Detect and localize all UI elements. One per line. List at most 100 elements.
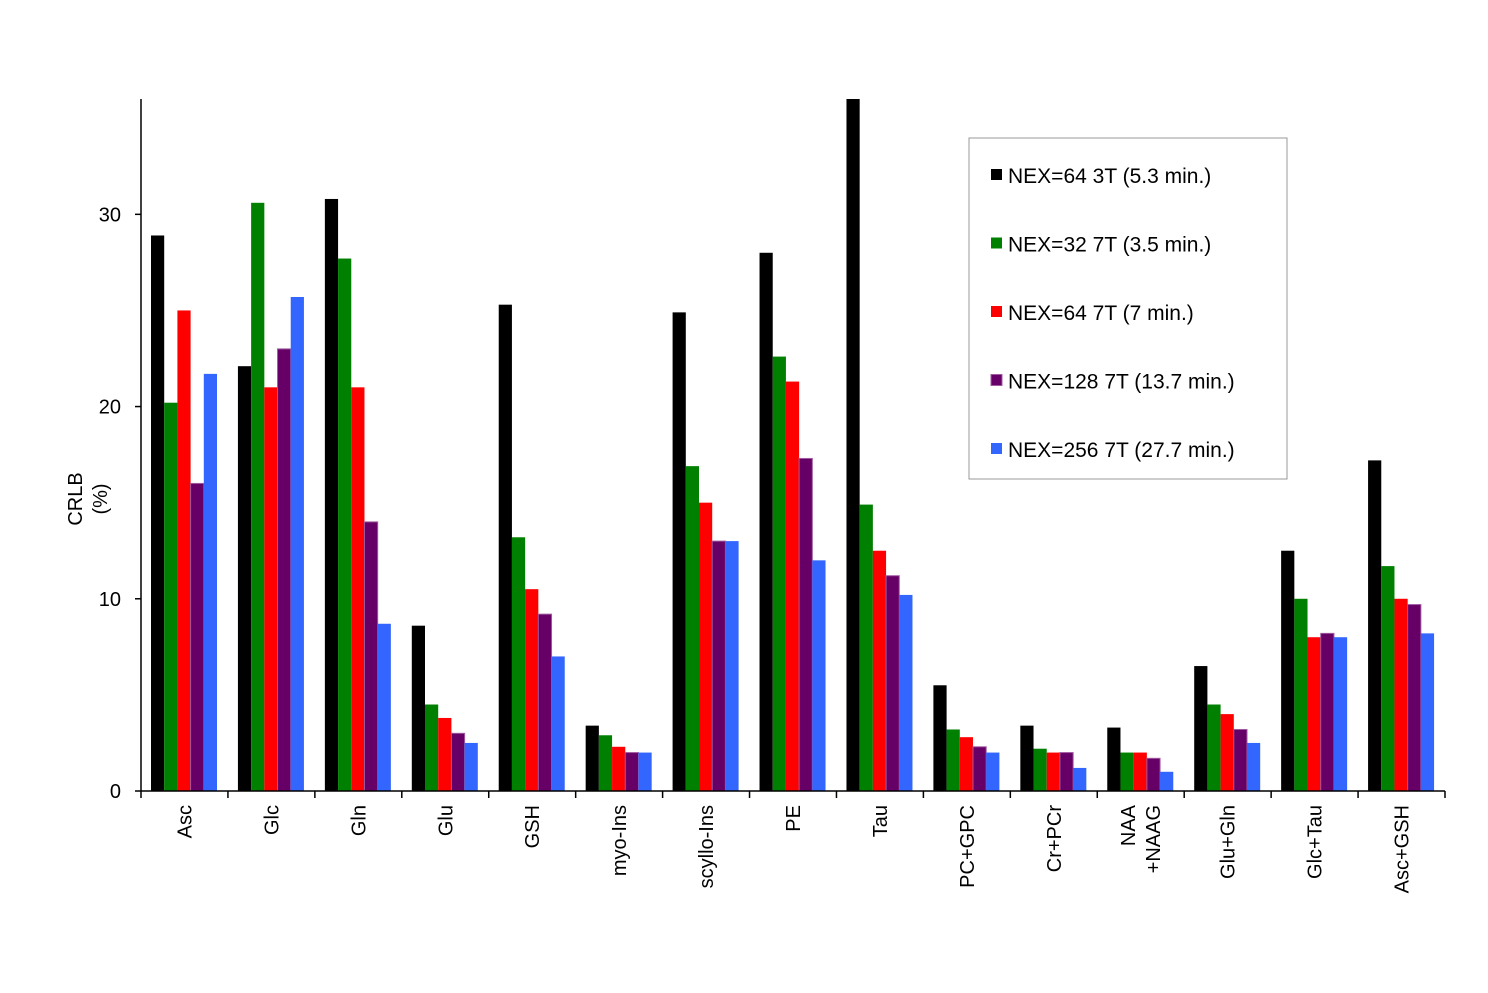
category-label-myo-Ins: myo-Ins — [609, 805, 631, 876]
y-axis-label-line-1: CRLB — [65, 472, 87, 525]
bar-PC+GPC-series-2 — [946, 729, 960, 791]
bar-Cr+PCr-series-4 — [1059, 752, 1074, 792]
bar-scyllo-Ins-series-3 — [699, 502, 713, 791]
bar-scyllo-Ins-series-4 — [711, 540, 726, 792]
legend-swatch-series-4 — [990, 374, 1003, 386]
category-label-line: Asc — [174, 805, 196, 838]
bar-Tau-series-5 — [899, 594, 913, 791]
bar-scyllo-Ins-series-1 — [672, 312, 686, 791]
legend: NEX=64 3T (5.3 min.) NEX=32 7T (3.5 min.)… — [968, 137, 1288, 480]
bar-Glc+Tau-series-2 — [1294, 598, 1308, 791]
bar-Tau-series-1 — [846, 99, 860, 791]
bar-Glc-series-1 — [237, 366, 252, 791]
category-label-line: Gln — [348, 805, 370, 836]
category-label-line: Tau — [870, 805, 892, 837]
legend-swatch-series-3 — [991, 306, 1002, 317]
bar-Asc-series-5 — [203, 373, 217, 791]
y-tick-label: 10 — [99, 589, 121, 611]
bar-NAA +NAAG-series-3 — [1133, 752, 1147, 791]
bar-Glu+Gln-series-5 — [1247, 742, 1261, 791]
bar-PE-series-5 — [812, 560, 826, 791]
bar-Glu+Gln-series-4 — [1233, 728, 1248, 792]
legend-swatch-series-5 — [991, 443, 1002, 454]
category-label-line: PC+GPC — [957, 805, 979, 888]
bar-PE-series-1 — [759, 252, 773, 791]
bar-GSH-series-3 — [525, 589, 539, 791]
bar-Asc+GSH-series-2 — [1381, 566, 1395, 791]
category-label-line: Glc — [261, 805, 283, 835]
category-label-Glc: Glc — [261, 805, 283, 835]
category-label-GSH: GSH — [522, 805, 544, 848]
bar-Glc-series-4 — [277, 348, 292, 792]
bar-NAA +NAAG-series-5 — [1160, 771, 1174, 791]
bar-Glu+Gln-series-3 — [1220, 714, 1234, 791]
bar-GSH-series-2 — [511, 537, 526, 791]
x-ticks-layer: Asc Glc Gln Glu GSH myo-Ins scyllo-Ins PE Tau PC+… — [140, 791, 1446, 893]
bar-Asc-series-1 — [151, 235, 165, 792]
bar-PC+GPC-series-1 — [933, 685, 947, 791]
y-ticks-layer: 0 10 20 30 — [99, 204, 141, 803]
bar-Asc+GSH-series-4 — [1407, 604, 1422, 792]
category-label-line: GSH — [522, 805, 544, 848]
bar-Glc+Tau-series-3 — [1307, 637, 1321, 791]
bar-myo-Ins-series-2 — [598, 735, 613, 791]
bar-PE-series-2 — [772, 356, 786, 791]
bar-Cr+PCr-series-2 — [1033, 748, 1047, 791]
bar-NAA +NAAG-series-4 — [1146, 757, 1161, 792]
category-label-line: Glu — [435, 805, 457, 836]
bar-Glc+Tau-series-1 — [1281, 550, 1295, 791]
legend-swatch-series-2 — [991, 237, 1002, 249]
category-label-Cr+PCr: Cr+PCr — [1044, 805, 1066, 873]
bar-myo-Ins-series-3 — [612, 746, 626, 791]
legend-label-series-5: NEX=256 7T (27.7 min.) — [1008, 439, 1235, 462]
bar-Glu+Gln-series-1 — [1194, 666, 1208, 791]
y-axis-label-line-2: (%) — [90, 483, 112, 514]
bar-Asc-series-2 — [164, 402, 178, 791]
bar-GSH-series-1 — [498, 304, 512, 791]
bar-Glu-series-3 — [438, 717, 452, 791]
bar-Asc+GSH-series-1 — [1368, 460, 1382, 791]
category-label-Glu+Gln: Glu+Gln — [1218, 805, 1240, 879]
category-label-line: Asc+GSH — [1392, 805, 1414, 893]
category-label-line: PE — [783, 805, 805, 832]
legend-label-series-3: NEX=64 7T (7 min.) — [1008, 302, 1194, 325]
bar-Asc-series-3 — [177, 310, 191, 791]
category-label-line: +NAAG — [1143, 805, 1165, 873]
bar-Glc+Tau-series-5 — [1333, 637, 1348, 791]
bar-Gln-series-5 — [377, 623, 391, 791]
bar-Gln-series-3 — [351, 387, 365, 791]
bar-myo-Ins-series-1 — [585, 725, 599, 791]
y-axis-label: CRLB (%) — [65, 472, 112, 525]
bar-PC+GPC-series-4 — [972, 746, 987, 792]
category-label-Asc: Asc — [174, 805, 196, 838]
bar-Glc-series-5 — [290, 296, 304, 791]
bar-Glu-series-4 — [450, 732, 466, 792]
bar-NAA +NAAG-series-1 — [1107, 727, 1121, 791]
y-tick-label: 30 — [99, 204, 121, 226]
bar-Glc+Tau-series-4 — [1320, 632, 1335, 792]
bar-myo-Ins-series-4 — [624, 752, 639, 792]
y-tick-label: 0 — [110, 781, 121, 803]
bar-Glu+Gln-series-2 — [1207, 704, 1221, 791]
bar-Tau-series-3 — [872, 550, 887, 791]
bar-Gln-series-1 — [324, 198, 339, 791]
legend-box — [968, 137, 1288, 480]
category-label-line: myo-Ins — [609, 805, 631, 876]
bar-Glc-series-3 — [264, 387, 278, 791]
bar-GSH-series-5 — [551, 656, 565, 791]
category-label-PC+GPC: PC+GPC — [957, 805, 979, 888]
bar-PC+GPC-series-5 — [986, 752, 1000, 791]
bar-Asc+GSH-series-3 — [1394, 598, 1408, 791]
category-label-Asc+GSH: Asc+GSH — [1392, 805, 1414, 893]
bar-Tau-series-2 — [859, 504, 873, 791]
category-label-Glc+Tau: Glc+Tau — [1305, 805, 1327, 879]
category-label-Glu: Glu — [435, 805, 457, 836]
category-label-line: Cr+PCr — [1044, 805, 1066, 873]
category-label-line: NAA — [1118, 804, 1140, 846]
bar-Asc+GSH-series-5 — [1420, 633, 1435, 791]
bar-Cr+PCr-series-3 — [1046, 752, 1060, 791]
category-label-scyllo-Ins: scyllo-Ins — [696, 805, 718, 888]
bar-Glu-series-5 — [464, 742, 478, 791]
bar-Cr+PCr-series-1 — [1020, 725, 1034, 791]
category-label-Tau: Tau — [870, 805, 892, 837]
